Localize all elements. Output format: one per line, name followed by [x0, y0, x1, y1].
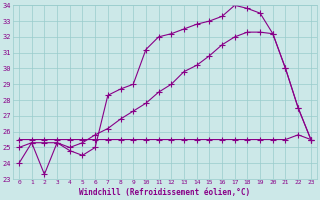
X-axis label: Windchill (Refroidissement éolien,°C): Windchill (Refroidissement éolien,°C)	[79, 188, 251, 197]
